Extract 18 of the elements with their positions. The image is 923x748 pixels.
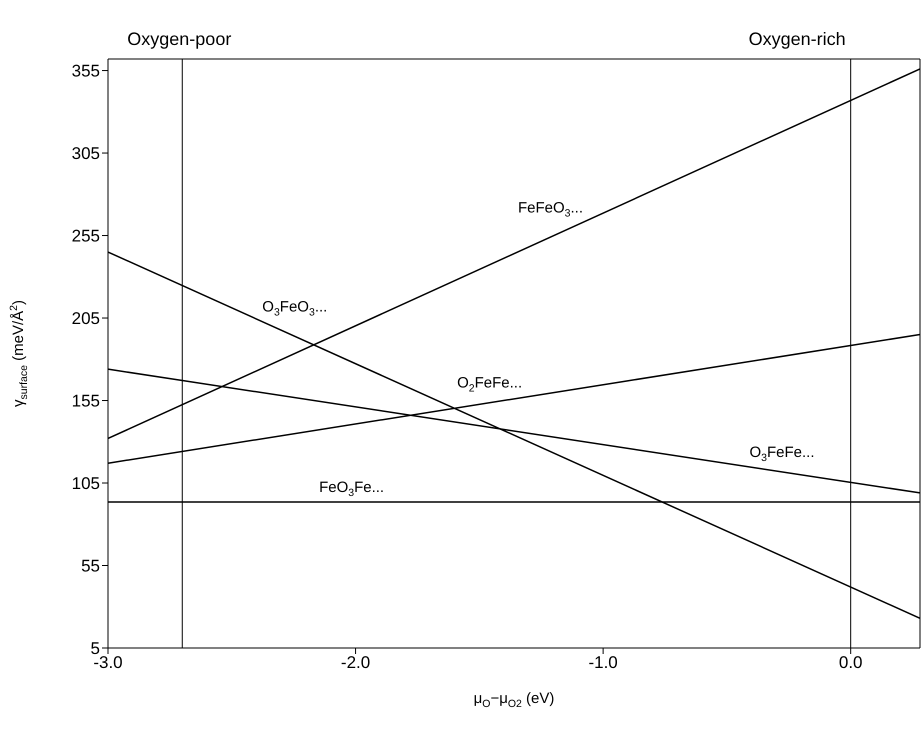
y-tick-label: 305 (72, 144, 100, 164)
x-axis-title: μ$_{O}$−μ$_{O2}$ (eV) (474, 690, 554, 710)
x-tick-label: -1.0 (588, 653, 618, 672)
series-label: O$_{3}$FeFe... (749, 444, 815, 464)
y-tick-label: 355 (72, 62, 100, 81)
series-label: FeFeO$_{3}$... (518, 199, 584, 220)
y-tick-label: 255 (72, 226, 100, 246)
series-label: O$_{3}$FeO$_{3}$... (262, 298, 328, 319)
x-tick-label: 0.0 (838, 653, 863, 672)
ref-line-label: Oxygen-poor (127, 29, 232, 49)
series-label: O$_{2}$FeFe... (457, 374, 522, 395)
series-label: FeO$_{3}$Fe... (319, 478, 384, 499)
y-tick-label: 205 (72, 309, 100, 328)
y-tick-label: 155 (72, 392, 100, 411)
y-tick-label: 55 (81, 556, 100, 576)
x-tick-label: -2.0 (340, 653, 370, 672)
y-tick-label: 105 (72, 474, 100, 494)
ref-line-label: Oxygen-rich (748, 29, 846, 49)
